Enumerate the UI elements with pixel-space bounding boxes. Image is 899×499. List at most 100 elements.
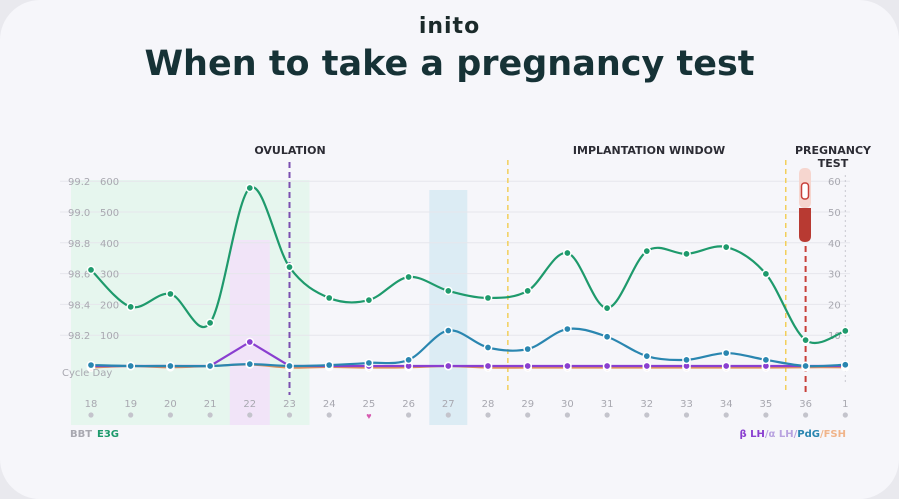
data-point-e3g (126, 302, 136, 312)
e3g-tick-label: 400 (100, 239, 119, 250)
data-point-e3g (364, 295, 374, 305)
day-marker-dot (803, 412, 809, 418)
data-point-lh (523, 361, 533, 371)
cycle-day-label: 25 (363, 399, 376, 410)
implantation-window-label: IMPLANTATION WINDOW (573, 144, 725, 157)
day-marker-dot (723, 412, 729, 418)
day-marker-dot (326, 412, 332, 418)
day-marker-dot (604, 412, 610, 418)
legend-pdg: PdG (797, 429, 820, 440)
day-marker-dot (167, 412, 173, 418)
inito-logo: inito (418, 14, 481, 39)
legend-bbt: BBT (70, 429, 92, 440)
pregnancy-test-label-line2: TEST (818, 157, 849, 170)
data-point-e3g (324, 293, 334, 303)
right-axis-tick-label: 20 (828, 300, 841, 311)
data-point-pdg (840, 360, 850, 370)
data-point-pdg (245, 359, 255, 369)
data-point-lh (602, 361, 612, 371)
data-point-e3g (761, 269, 771, 279)
data-point-pdg (364, 358, 374, 368)
pregnancy-test-label-line1: PREGNANCY (795, 144, 872, 157)
data-point-pdg (642, 351, 652, 361)
e3g-tick-label: 500 (100, 208, 119, 219)
data-point-e3g (801, 335, 810, 345)
cycle-day-label: 22 (243, 399, 256, 410)
data-point-pdg (166, 361, 175, 371)
data-point-pdg (443, 326, 453, 335)
data-point-lh (642, 361, 652, 371)
cycle-day-label: 1 (842, 399, 848, 410)
bbt-tick-label: 99.2 (68, 177, 90, 188)
cycle-day-label: 23 (283, 399, 296, 410)
data-point-pdg (682, 355, 691, 365)
cycle-day-label: 32 (640, 399, 653, 410)
data-point-pdg (761, 355, 771, 365)
pdg-peak-band (429, 190, 468, 425)
e3g-tick-label: 600 (100, 177, 119, 188)
day-marker-dot (128, 412, 134, 418)
right-axis-tick-label: 40 (828, 239, 841, 250)
data-point-e3g (404, 272, 413, 282)
data-point-e3g (483, 293, 493, 303)
data-point-pdg (285, 361, 294, 371)
data-point-pdg (721, 348, 731, 358)
bbt-tick-label: 98.8 (68, 239, 90, 250)
day-marker-dot (644, 412, 650, 418)
day-marker-dot (564, 412, 571, 418)
data-point-lh (721, 361, 731, 371)
right-axis-tick-label: 30 (828, 270, 841, 281)
cycle-day-label: 18 (85, 399, 98, 410)
ovulation-label: OVULATION (254, 144, 325, 157)
data-point-lh (443, 361, 453, 371)
data-point-pdg (563, 324, 572, 334)
data-point-e3g (523, 286, 533, 296)
data-point-pdg (602, 332, 612, 342)
right-axis-tick-label: 50 (828, 208, 841, 219)
page-title: When to take a pregnancy test (144, 44, 755, 84)
data-point-pdg (523, 344, 533, 354)
cycle-day-label: 35 (760, 399, 773, 410)
data-point-e3g (205, 318, 215, 328)
cycle-day-label: 30 (561, 399, 574, 410)
pregnancy-test-stick-icon (799, 168, 811, 242)
data-point-pdg (801, 361, 810, 371)
bbt-tick-label: 98.6 (68, 270, 90, 281)
data-point-e3g (166, 289, 175, 299)
day-marker-dot (763, 412, 769, 418)
cycle-day-label: 36 (799, 399, 812, 410)
cycle-day-label: 28 (482, 399, 495, 410)
day-marker-dot (842, 412, 848, 418)
data-point-e3g (840, 326, 850, 336)
series-line-e3g (90, 186, 846, 345)
right-axis-tick-label: 60 (828, 177, 841, 188)
cycle-day-label: 21 (204, 399, 217, 410)
data-point-pdg (86, 360, 96, 370)
cycle-day-label: 29 (521, 399, 534, 410)
data-point-e3g (245, 183, 255, 193)
e3g-tick-label: 200 (100, 300, 119, 311)
data-point-pdg (404, 355, 413, 365)
data-point-e3g (563, 248, 572, 258)
day-marker-dot (485, 412, 491, 418)
data-point-lh (245, 337, 255, 347)
x-axis-label: Cycle Day (62, 368, 112, 379)
day-marker-dot (207, 412, 213, 418)
data-point-e3g (642, 246, 652, 256)
lh-peak-band (229, 240, 270, 425)
day-marker-dot (445, 412, 451, 418)
data-point-pdg (324, 360, 334, 370)
day-marker-dot (286, 412, 293, 418)
day-marker-dot (247, 412, 253, 418)
day-marker-dot (525, 412, 531, 418)
legend-beta-lh: β LH (739, 429, 764, 440)
e3g-tick-label: 100 (100, 331, 119, 342)
heart-icon: ♥ (366, 411, 371, 421)
cycle-day-label: 26 (402, 399, 415, 410)
e3g-tick-label: 300 (100, 270, 119, 281)
legend-fsh: FSH (824, 429, 846, 440)
cycle-day-label: 34 (720, 399, 733, 410)
data-point-pdg (126, 361, 136, 371)
data-point-pdg (205, 361, 215, 371)
